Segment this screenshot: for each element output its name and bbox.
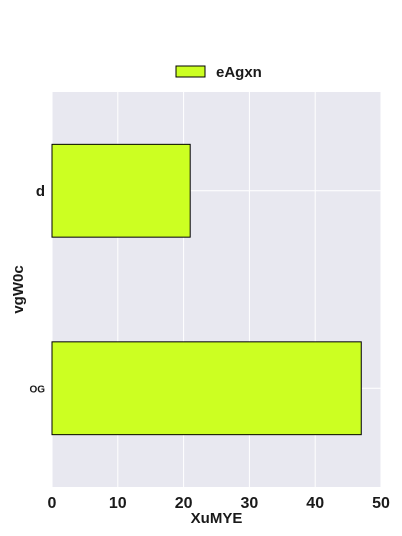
bar bbox=[51, 143, 191, 238]
legend-label: eAgxn bbox=[216, 64, 262, 81]
y-tick-label: d bbox=[36, 183, 45, 200]
y-tick-labels: d OG bbox=[29, 183, 45, 396]
x-tick-label: 10 bbox=[109, 495, 127, 512]
x-tick-labels: 0 10 20 30 40 50 bbox=[48, 495, 390, 512]
x-axis-label: XuMYE bbox=[191, 510, 243, 527]
x-tick-label: 40 bbox=[306, 495, 324, 512]
legend: eAgxn bbox=[175, 64, 262, 81]
bar bbox=[51, 341, 362, 436]
bars bbox=[51, 143, 362, 436]
x-tick-label: 30 bbox=[241, 495, 259, 512]
x-tick-label: 0 bbox=[48, 495, 57, 512]
x-tick-label: 50 bbox=[372, 495, 390, 512]
y-tick-label: OG bbox=[29, 384, 45, 395]
y-axis-label: vgW0c bbox=[10, 265, 27, 313]
legend-swatch bbox=[175, 65, 206, 78]
x-tick-label: 20 bbox=[175, 495, 193, 512]
